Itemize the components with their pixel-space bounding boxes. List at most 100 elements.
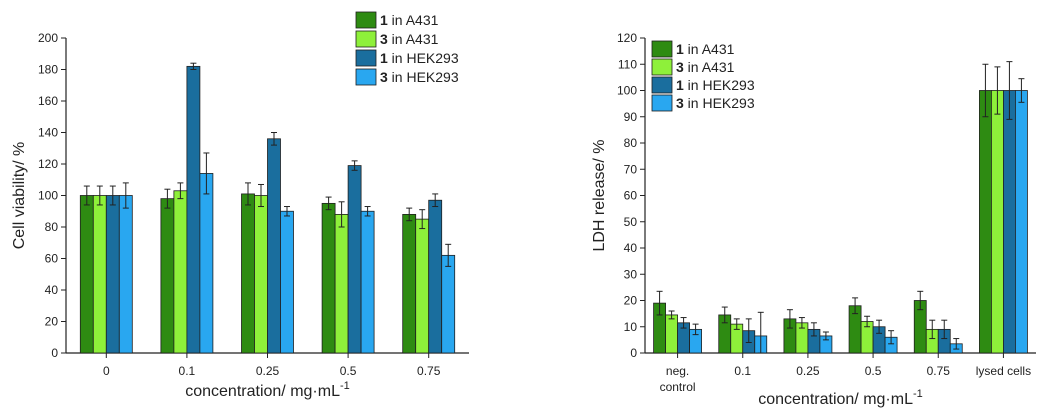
bar [199,173,214,354]
legend-entry: 3 in A431 [380,31,439,47]
legend-swatch [651,40,673,58]
x-tick-label: 0.5 [340,364,357,378]
y-tick-label: 60 [624,189,638,203]
legend-swatch [355,11,377,29]
y-tick-label: 0 [630,346,637,360]
x-tick-label: 0.25 [796,364,820,378]
x-tick-label: 0.75 [417,364,441,378]
y-tick-label: 50 [624,215,638,229]
x-tick-label: 0.1 [179,364,196,378]
legend-entry: 1 in HEK293 [676,77,755,93]
y-tick-label: 40 [45,283,59,297]
bar [92,195,107,354]
legend-cell-line: in HEK293 [388,69,459,85]
legend-swatch [651,94,673,112]
legend-cell-line: in HEK293 [684,95,755,111]
bar [173,190,188,354]
legend-cell-line: in A431 [684,59,735,75]
x-tick-label: lysed cells [976,364,1031,378]
x-axis-title: concentration/ mg·mL-1 [758,388,923,408]
x-tick-label: 0.5 [865,364,882,378]
y-tick-label: 200 [38,31,58,45]
y-tick-label: 40 [624,241,638,255]
legend-compound-number: 1 [380,50,388,66]
legend-swatch [355,30,377,48]
x-tick-label: 0.75 [927,364,951,378]
cell-viability-chart: 0 20 40 60 80 100 120 140 160 180 200 0 0.1 0.25 0.5 0.… [11,11,469,400]
bar [428,199,443,354]
bar [160,198,175,354]
legend-entry: 1 in HEK293 [380,50,459,66]
y-tick-label: 100 [617,84,637,98]
legend-compound-number: 3 [676,95,684,111]
legend-swatch [651,76,673,94]
x-tick-label: 0.1 [734,364,751,378]
bar [402,213,417,354]
legend-cell-line: in HEK293 [388,50,459,66]
bar [1015,90,1028,354]
legend-compound-number: 1 [676,41,684,57]
bar [441,254,456,354]
x-axis-title: concentration/ mg·mL-1 [185,380,350,400]
bar [280,210,294,354]
y-tick-label: 30 [624,267,638,281]
legend-swatch [355,49,377,67]
legend-entry: 1 in A431 [676,41,735,57]
legend-compound-number: 3 [380,69,388,85]
legend-compound-number: 1 [676,77,684,93]
legend-entry: 3 in HEK293 [380,69,459,85]
y-axis-title: LDH release/ % [591,139,608,251]
ldh-release-chart: 0 10 20 30 40 50 60 70 80 90 100 110 120 neg. control 0… [591,31,1036,408]
x-axis-title-superscript: -1 [340,380,350,392]
bar [665,314,678,354]
x-tick-label: 0.25 [256,364,280,378]
legend-entry: 3 in HEK293 [676,95,755,111]
y-tick-label: 80 [624,136,638,150]
y-tick-label: 140 [38,126,58,140]
legend-cell-line: in HEK293 [684,77,755,93]
y-tick-label: 0 [51,346,58,360]
y-tick-label: 60 [45,252,59,266]
bar [241,193,255,354]
legend-cell-line: in A431 [684,41,735,57]
y-tick-label: 90 [624,110,638,124]
bar [105,195,120,354]
x-tick-label: control [660,380,696,394]
legend-entry: 1 in A431 [380,12,439,28]
y-tick-label: 120 [617,31,637,45]
bar [979,90,992,354]
y-tick-label: 100 [38,189,58,203]
legend-cell-line: in A431 [388,31,439,47]
y-tick-label: 80 [45,220,59,234]
bar [79,195,94,354]
x-tick-label: 0 [103,364,110,378]
bar [254,195,268,354]
bar [321,202,336,354]
y-tick-label: 70 [624,162,638,176]
legend-compound-number: 1 [380,12,388,28]
legend-compound-number: 3 [676,59,684,75]
legend-entry: 3 in A431 [676,59,735,75]
y-tick-label: 120 [38,157,58,171]
bar [1003,90,1016,354]
bar [415,218,430,354]
legend-cell-line: in A431 [388,12,439,28]
x-axis-title-superscript: -1 [913,388,923,400]
legend-swatch [355,68,377,86]
bar [347,165,362,354]
y-tick-label: 10 [624,320,638,334]
bar [118,195,133,354]
y-tick-label: 110 [618,57,637,71]
y-tick-label: 20 [624,294,638,308]
y-axis-title: Cell viability/ % [11,142,28,250]
legend-compound-number: 3 [380,31,388,47]
y-tick-label: 180 [38,63,58,77]
x-axis-title-main: concentration/ mg·mL [758,391,913,408]
bar [991,90,1004,354]
x-axis-title-main: concentration/ mg·mL [185,383,340,400]
bar [186,65,201,354]
y-tick-label: 20 [45,315,59,329]
bar [334,213,349,354]
